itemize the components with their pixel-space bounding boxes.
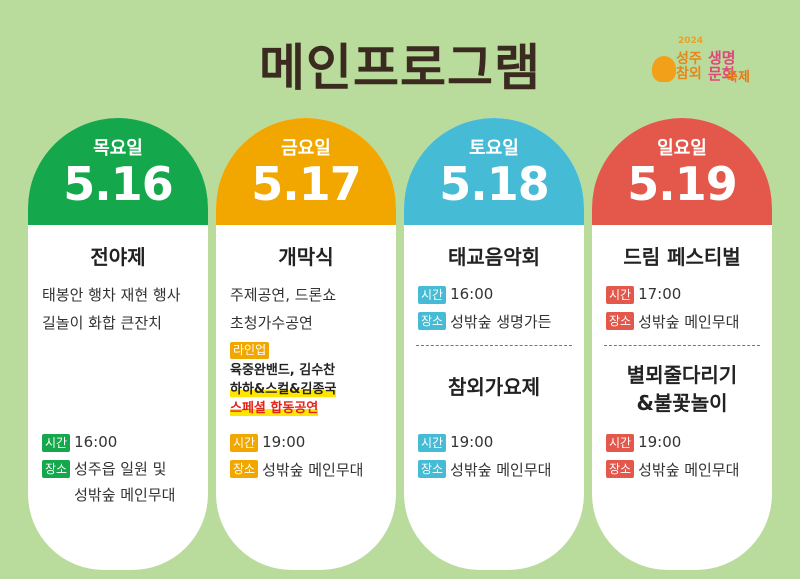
card-body: 개막식 주제공연, 드론쇼 초청가수공연 라인업 육중완밴드, 김수찬 하하&스… bbox=[216, 225, 396, 570]
divider bbox=[416, 345, 572, 346]
lineup-line: 하하&스컬&김종국 bbox=[230, 382, 337, 397]
place-value: 성밖숲 메인무대 bbox=[638, 313, 740, 331]
program-name-line: 별뫼줄다리기 bbox=[626, 363, 738, 387]
festival-logo: 2024 성주 참외 생명 문화 축제 bbox=[648, 30, 766, 92]
card-header: 일요일 5.19 bbox=[592, 118, 772, 225]
place-tag: 장소 bbox=[606, 312, 635, 330]
time-value: 17:00 bbox=[638, 285, 682, 303]
time-tag: 시간 bbox=[230, 434, 259, 452]
lineup-tag: 라인업 bbox=[230, 342, 270, 359]
place-tag: 장소 bbox=[606, 460, 635, 478]
time-row: 시간 17:00 bbox=[606, 285, 681, 304]
lineup-line-special: 스페셜 합동공연 bbox=[230, 401, 319, 416]
program-desc: 주제공연, 드론쇼 초청가수공연 bbox=[230, 281, 336, 337]
place-line: 성밖숲 메인무대 bbox=[74, 486, 176, 504]
day-label: 금요일 bbox=[281, 138, 331, 159]
time-row-2: 시간 19:00 bbox=[606, 433, 681, 452]
card-body: 드림 페스티벌 시간 17:00 장소 성밖숲 메인무대 별뫼줄다리기 &불꽃놀… bbox=[592, 225, 772, 570]
lineup-list: 육중완밴드, 김수찬 하하&스컬&김종국 스페셜 합동공연 bbox=[230, 361, 337, 418]
logo-text-2: 생명 문화 bbox=[708, 49, 736, 83]
time-tag: 시간 bbox=[42, 434, 71, 452]
time-value: 19:00 bbox=[638, 433, 682, 451]
desc-line: 초청가수공연 bbox=[230, 314, 313, 332]
page-title: 메인프로그램 bbox=[259, 39, 541, 97]
logo-text-3: 축제 bbox=[726, 70, 750, 85]
place-tag: 장소 bbox=[418, 460, 447, 478]
place-value: 성주읍 일원 및 성밖숲 메인무대 bbox=[74, 456, 175, 508]
time-tag: 시간 bbox=[606, 286, 635, 304]
place-tag: 장소 bbox=[42, 460, 71, 478]
time-value: 19:00 bbox=[262, 433, 306, 451]
logo-year: 2024 bbox=[678, 36, 704, 46]
date-label: 5.16 bbox=[63, 157, 174, 211]
time-tag: 시간 bbox=[418, 434, 447, 452]
day-label: 토요일 bbox=[469, 138, 519, 159]
place-value: 성밖숲 메인무대 bbox=[262, 461, 364, 479]
desc-line: 길놀이 화합 큰잔치 bbox=[42, 314, 162, 332]
card-header: 금요일 5.17 bbox=[216, 118, 396, 225]
desc-line: 태봉안 행차 재현 행사 bbox=[42, 286, 181, 304]
date-label: 5.19 bbox=[627, 157, 738, 211]
place-row: 장소 성주읍 일원 및 성밖숲 메인무대 bbox=[42, 459, 175, 508]
time-tag: 시간 bbox=[418, 286, 447, 304]
lineup-line: 육중완밴드, 김수찬 bbox=[230, 363, 336, 378]
program-desc: 태봉안 행차 재현 행사 길놀이 화합 큰잔치 bbox=[42, 281, 181, 337]
logo-text-1: 성주 참외 bbox=[676, 51, 702, 82]
time-value: 19:00 bbox=[450, 433, 494, 451]
card-body: 태교음악회 시간 16:00 장소 성밖숲 생명가든 참외가요제 시간 19:0… bbox=[404, 225, 584, 570]
time-row-2: 시간 19:00 bbox=[418, 433, 493, 452]
place-tag: 장소 bbox=[418, 312, 447, 330]
date-label: 5.17 bbox=[251, 157, 362, 211]
day-card-sunday: 일요일 5.19 드림 페스티벌 시간 17:00 장소 성밖숲 메인무대 별뫼… bbox=[592, 118, 772, 570]
sun-icon bbox=[652, 56, 676, 82]
card-header: 목요일 5.16 bbox=[28, 118, 208, 225]
time-tag: 시간 bbox=[606, 434, 635, 452]
day-card-friday: 금요일 5.17 개막식 주제공연, 드론쇼 초청가수공연 라인업 육중완밴드,… bbox=[216, 118, 396, 570]
day-label: 일요일 bbox=[657, 138, 707, 159]
program-name-2: 별뫼줄다리기 &불꽃놀이 bbox=[592, 361, 772, 417]
place-line: 성주읍 일원 및 bbox=[74, 460, 167, 478]
place-value: 성밖숲 생명가든 bbox=[450, 313, 552, 331]
program-name: 전야제 bbox=[90, 245, 146, 269]
place-row-2: 장소 성밖숲 메인무대 bbox=[606, 459, 739, 480]
program-name: 태교음악회 bbox=[448, 245, 540, 269]
place-row: 장소 성밖숲 메인무대 bbox=[230, 459, 363, 480]
time-row: 시간 19:00 bbox=[230, 433, 305, 452]
day-card-thursday: 목요일 5.16 전야제 태봉안 행차 재현 행사 길놀이 화합 큰잔치 시간 … bbox=[28, 118, 208, 570]
place-value: 성밖숲 메인무대 bbox=[450, 461, 552, 479]
program-name-2: 참외가요제 bbox=[448, 375, 540, 399]
time-value: 16:00 bbox=[74, 433, 118, 451]
day-label: 목요일 bbox=[93, 138, 143, 159]
card-header: 토요일 5.18 bbox=[404, 118, 584, 225]
place-row: 장소 성밖숲 메인무대 bbox=[606, 311, 739, 332]
place-value: 성밖숲 메인무대 bbox=[638, 461, 740, 479]
place-row-2: 장소 성밖숲 메인무대 bbox=[418, 459, 551, 480]
divider bbox=[604, 345, 760, 346]
program-name-line: &불꽃놀이 bbox=[636, 391, 728, 415]
program-name: 드림 페스티벌 bbox=[623, 245, 741, 269]
card-body: 전야제 태봉안 행차 재현 행사 길놀이 화합 큰잔치 시간 16:00 장소 … bbox=[28, 225, 208, 570]
time-row: 시간 16:00 bbox=[418, 285, 493, 304]
program-name: 개막식 bbox=[278, 245, 334, 269]
time-value: 16:00 bbox=[450, 285, 494, 303]
date-label: 5.18 bbox=[439, 157, 550, 211]
desc-line: 주제공연, 드론쇼 bbox=[230, 286, 337, 304]
day-card-saturday: 토요일 5.18 태교음악회 시간 16:00 장소 성밖숲 생명가든 참외가요… bbox=[404, 118, 584, 570]
place-row: 장소 성밖숲 생명가든 bbox=[418, 311, 551, 332]
place-tag: 장소 bbox=[230, 460, 259, 478]
time-row: 시간 16:00 bbox=[42, 433, 117, 452]
